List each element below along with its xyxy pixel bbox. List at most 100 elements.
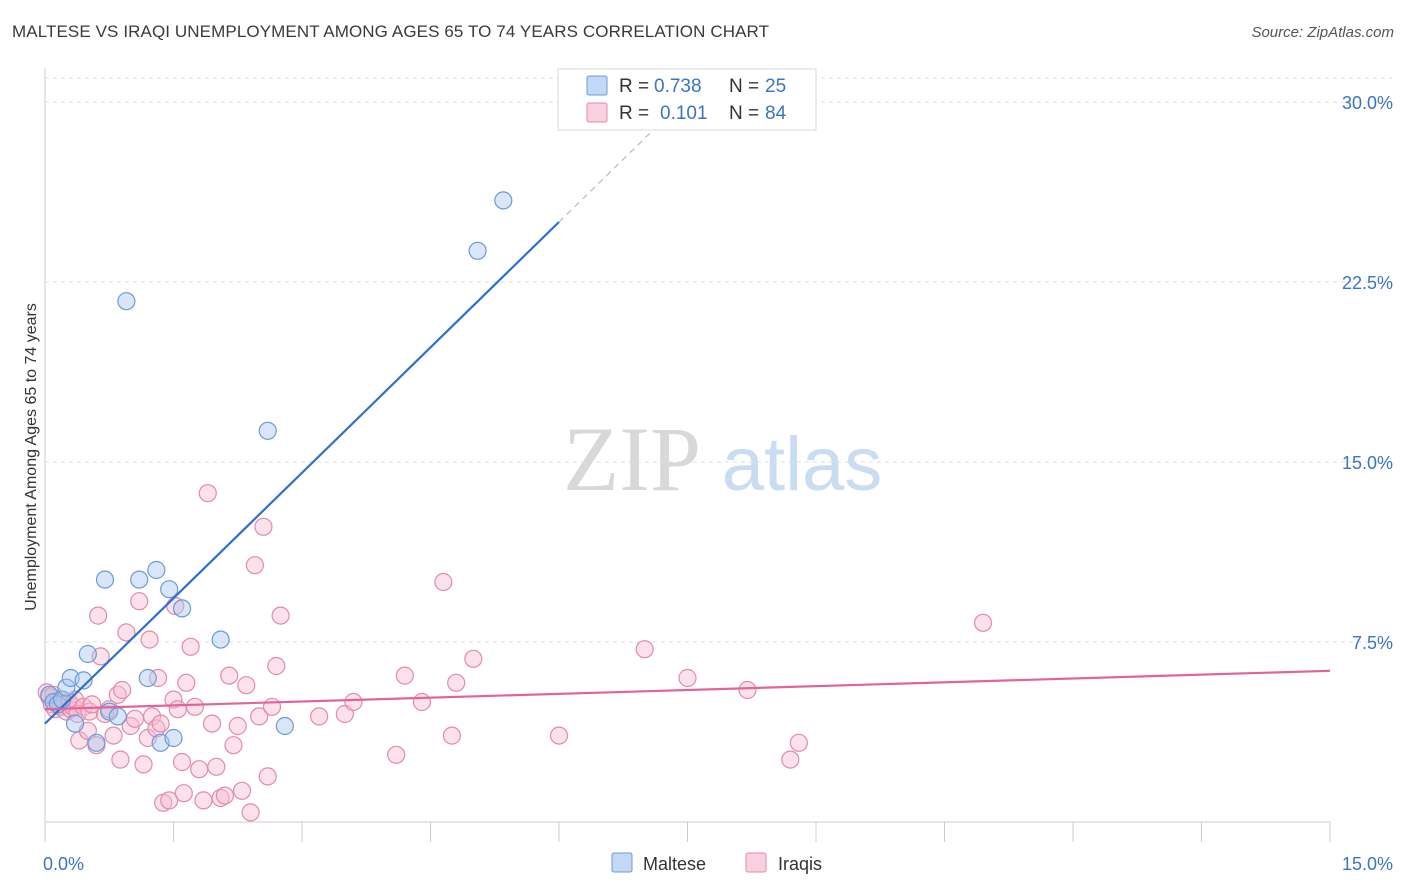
iraqi-point bbox=[232, 781, 252, 800]
legend-iraqi-n-label: N = bbox=[729, 103, 759, 124]
iraqi-point bbox=[789, 733, 808, 752]
y-tick-label: 30.0% bbox=[1342, 93, 1393, 113]
iraqi-point bbox=[207, 757, 226, 776]
trend-lines bbox=[44, 96, 1331, 725]
iraqi-point bbox=[83, 695, 102, 714]
iraqi-point bbox=[121, 716, 140, 736]
y-tick-label: 22.5% bbox=[1342, 273, 1393, 293]
iraqi-point bbox=[344, 692, 363, 712]
iraqi-point bbox=[91, 647, 110, 666]
iraqi-point bbox=[973, 613, 993, 632]
y-tick-label: 7.5% bbox=[1352, 633, 1393, 653]
legend-iraqi-r-label: R = bbox=[619, 103, 649, 124]
maltese-point bbox=[258, 421, 277, 440]
iraqi-point bbox=[104, 726, 123, 745]
iraqi-point bbox=[166, 596, 185, 616]
iraqi-point bbox=[738, 680, 757, 700]
iraqi-point bbox=[168, 700, 187, 719]
maltese-point bbox=[48, 695, 67, 714]
iraqi-point bbox=[44, 685, 63, 704]
iraqi-point bbox=[68, 704, 87, 724]
iraqi-point bbox=[220, 666, 239, 685]
legend-maltese-r-label: R = bbox=[619, 76, 649, 97]
legend-top-box bbox=[557, 68, 817, 131]
iraqi-point bbox=[198, 484, 217, 503]
iraqi-point bbox=[80, 702, 99, 721]
iraqi-point bbox=[40, 688, 59, 707]
maltese-trend-line bbox=[44, 221, 560, 725]
iraqi-point bbox=[335, 704, 354, 724]
iraqi-point bbox=[48, 692, 67, 712]
iraqi-point bbox=[267, 656, 286, 676]
iraqi-point bbox=[172, 752, 192, 772]
legend-bottom: Maltese Iraqis bbox=[611, 852, 822, 874]
iraqi-point bbox=[46, 700, 65, 719]
iraqi-points bbox=[37, 484, 993, 822]
legend-bottom-iraqi-label: Iraqis bbox=[778, 854, 822, 874]
iraqi-point bbox=[202, 714, 222, 733]
maltese-point bbox=[44, 692, 63, 712]
iraqi-point bbox=[245, 556, 264, 575]
iraqi-point bbox=[95, 704, 115, 724]
iraqi-point bbox=[89, 606, 108, 625]
maltese-point bbox=[147, 560, 166, 580]
iraqi-point bbox=[254, 517, 273, 536]
legend-iraqi-swatch bbox=[586, 102, 608, 123]
maltese-point bbox=[211, 630, 230, 649]
iraqi-point bbox=[177, 673, 196, 692]
iraqi-point bbox=[100, 700, 119, 719]
axes: 7.5% 15.0% 22.5% 30.0% 0.0% 15.0% bbox=[43, 68, 1393, 874]
iraqi-point bbox=[224, 736, 243, 755]
maltese-point bbox=[275, 716, 294, 736]
maltese-point bbox=[100, 702, 119, 721]
iraqi-point bbox=[125, 709, 145, 728]
iraqi-point bbox=[140, 630, 159, 649]
maltese-points bbox=[40, 191, 513, 752]
maltese-trend-extension bbox=[558, 96, 688, 223]
legend-bottom-iraqi-swatch bbox=[745, 852, 767, 873]
maltese-point bbox=[53, 690, 72, 709]
maltese-point bbox=[151, 733, 170, 752]
iraqi-point bbox=[464, 649, 483, 668]
iraqi-point bbox=[147, 719, 166, 738]
iraqi-point bbox=[61, 700, 80, 719]
iraqi-point bbox=[37, 683, 56, 702]
iraqi-point bbox=[215, 786, 234, 805]
grid-lines bbox=[45, 77, 1392, 643]
x-tick-label: 0.0% bbox=[43, 854, 84, 874]
iraqi-point bbox=[57, 702, 76, 721]
iraqi-point bbox=[412, 692, 432, 712]
chart-title: MALTESE VS IRAQI UNEMPLOYMENT AMONG AGES… bbox=[12, 22, 770, 41]
maltese-point bbox=[117, 292, 136, 311]
legend-top: R = 0.738 N = 25 R = 0.101 N = 84 bbox=[557, 68, 817, 131]
maltese-point bbox=[130, 570, 149, 589]
maltese-point bbox=[468, 241, 487, 260]
source-label: Source: ZipAtlas.com bbox=[1251, 24, 1394, 41]
iraqi-point bbox=[54, 695, 73, 714]
iraqi-point bbox=[134, 755, 153, 774]
iraqi-point bbox=[442, 726, 462, 745]
iraqi-point bbox=[635, 640, 654, 659]
iraqi-point bbox=[185, 697, 205, 716]
maltese-point bbox=[61, 668, 80, 688]
iraqi-point bbox=[194, 791, 213, 810]
iraqi-point bbox=[190, 760, 209, 779]
iraqi-point bbox=[310, 707, 329, 726]
iraqi-point bbox=[51, 697, 70, 716]
iraqi-point bbox=[211, 788, 230, 808]
iraqi-point bbox=[262, 697, 282, 716]
iraqi-point bbox=[87, 736, 106, 755]
iraqi-point bbox=[447, 673, 466, 692]
iraqi-point bbox=[53, 690, 72, 709]
maltese-point bbox=[160, 580, 179, 599]
iraqi-point bbox=[258, 767, 277, 786]
legend-iraqi-r-value: 0.101 bbox=[660, 103, 708, 124]
iraqi-point bbox=[117, 623, 136, 642]
legend-iraqi-n-value: 84 bbox=[765, 103, 787, 124]
iraqi-trend-line bbox=[44, 669, 1331, 711]
maltese-point bbox=[65, 714, 85, 733]
iraqi-point bbox=[174, 784, 193, 803]
maltese-point bbox=[108, 707, 127, 726]
legend-maltese-n-label: N = bbox=[729, 76, 759, 97]
